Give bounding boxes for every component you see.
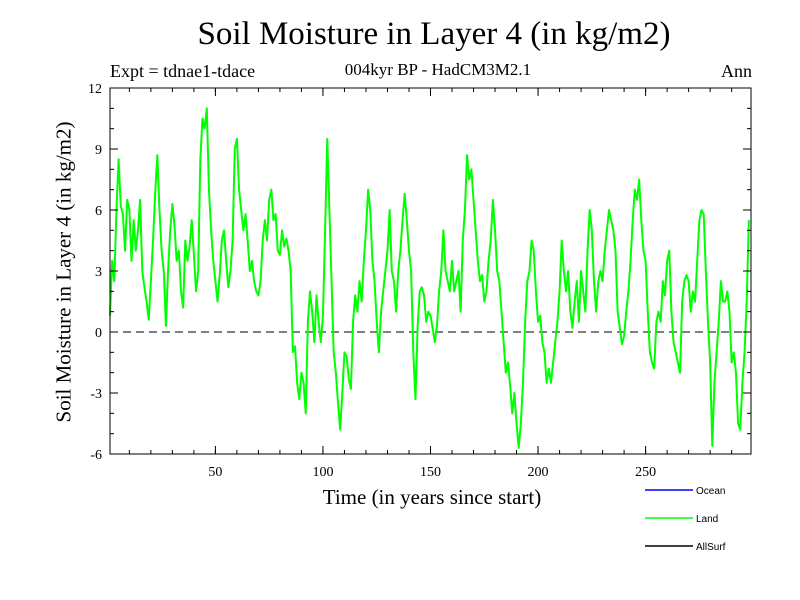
y-tick-label: -6	[90, 448, 102, 463]
x-tick-label: 100	[312, 465, 333, 480]
y-tick-label: 0	[95, 326, 102, 341]
experiment-label: Expt = tdnae1-tdace	[110, 61, 256, 81]
plot-frame	[109, 87, 752, 455]
y-tick-label: 9	[95, 143, 102, 158]
x-tick-label: 250	[635, 465, 656, 480]
y-tick-label: 6	[95, 204, 102, 219]
x-axis-label: Time (in years since start)	[322, 485, 542, 509]
axes: 50 100 150 200 250 -6 -3 0 3 6 9 12	[88, 82, 752, 480]
series-line-land	[109, 107, 750, 449]
x-tick-label: 150	[420, 465, 441, 480]
x-tick-label: 50	[208, 465, 222, 480]
period-label: Ann	[721, 61, 752, 81]
chart-subtitle: 004kyr BP - HadCM3M2.1	[344, 60, 532, 79]
x-tick-label: 200	[528, 465, 549, 480]
legend-label-land: Land	[696, 514, 718, 525]
y-tick-label: 3	[95, 265, 102, 280]
chart-title: Soil Moisture in Layer 4 (in kg/m2)	[197, 16, 671, 52]
y-tick-label: -3	[90, 387, 102, 402]
legend-label-ocean: Ocean	[696, 486, 725, 497]
plot-area	[109, 107, 751, 449]
legend: Ocean Land AllSurf	[645, 486, 726, 553]
y-tick-label: 12	[88, 82, 102, 97]
legend-label-allsurf: AllSurf	[696, 542, 726, 553]
